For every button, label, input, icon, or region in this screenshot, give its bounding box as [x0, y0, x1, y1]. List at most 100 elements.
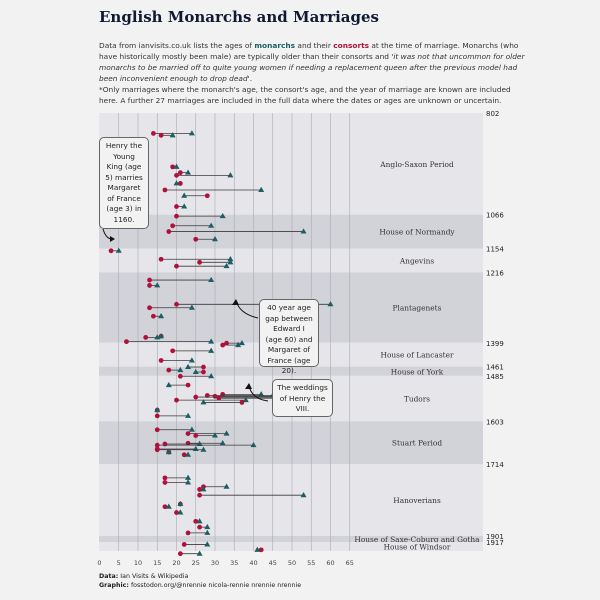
consort-point-30 [166, 367, 172, 373]
monarch-point-33 [165, 381, 172, 388]
monarch-point-59 [165, 503, 172, 509]
consort-point-15 [197, 259, 203, 265]
consort-point-50 [154, 447, 160, 453]
consort-point-48 [154, 442, 160, 448]
description-end: . [249, 74, 253, 83]
consort-point-62 [197, 524, 203, 530]
period-start-label-9: 1901 [486, 533, 504, 541]
consort-point-8 [174, 204, 179, 209]
consort-point-1 [158, 132, 164, 138]
consort-point-28 [158, 358, 164, 363]
period-label-4: House of Lancaster [381, 351, 454, 360]
monarch-point-64 [204, 541, 211, 547]
consort-point-17 [147, 277, 152, 283]
annotation-arrows [102, 228, 269, 402]
period-label-7: Stuart Period [392, 439, 442, 448]
consort-point-59 [162, 504, 168, 510]
period-label-10: House of Windsor [384, 543, 451, 552]
x-tick-0: 0 [97, 559, 101, 567]
period-label-1: House of Normandy [379, 228, 455, 237]
x-tick-45: 45 [269, 559, 277, 567]
consort-point-33 [185, 382, 191, 388]
monarch-point-14 [227, 256, 234, 262]
monarch-point-31 [192, 368, 199, 375]
monarch-point-16 [223, 262, 230, 269]
monarch-point-11 [300, 228, 307, 234]
marriage-marks [108, 130, 334, 557]
period-start-label-3: 1216 [486, 269, 504, 277]
annotation-age-gap: 40 year age gap between Edward I (age 60… [259, 299, 319, 375]
monarch-point-43 [188, 426, 195, 432]
monarch-point-29 [185, 363, 192, 370]
period-label-8: Hanoverians [393, 496, 441, 505]
consort-point-11 [166, 229, 172, 234]
consort-point-47 [162, 441, 168, 447]
monarch-point-46 [219, 440, 226, 446]
monarch-point-19 [327, 301, 334, 307]
chart-description: Data from ianvisits.co.uk lists the ages… [99, 40, 529, 84]
period-band-0 [99, 113, 483, 215]
consort-point-26 [220, 342, 226, 348]
consort-point-39 [174, 397, 179, 403]
footer-graphic-line: Graphic: fosstodon.org/@nrennie nicola-r… [99, 581, 301, 590]
period-start-label-8: 1714 [486, 461, 504, 469]
monarch-point-50 [200, 446, 207, 452]
monarch-point-56 [200, 486, 207, 492]
x-tick-65: 65 [346, 559, 354, 567]
monarch-point-13 [115, 247, 122, 253]
consort-point-66 [177, 551, 183, 557]
monarch-point-57 [300, 491, 307, 498]
chart-title: English Monarchs and Marriages [99, 8, 379, 26]
monarch-point-52 [185, 451, 192, 457]
footer-data-label: Data: [99, 573, 119, 580]
monarch-point-27 [208, 347, 215, 353]
consort-point-61 [193, 518, 199, 524]
consort-point-56 [197, 487, 203, 492]
period-start-label-5: 1461 [486, 364, 504, 372]
consort-point-40 [239, 400, 245, 405]
footer-data-text: Ian Visits & Wikipedia [120, 573, 189, 580]
period-start-label-10: 1917 [486, 539, 504, 547]
period-label-6: Tudors [404, 395, 430, 404]
footer-graphic-text: fosstodon.org/@nrennie nicola-rennie nre… [130, 582, 302, 589]
consort-point-13 [108, 248, 114, 254]
monarch-point-7 [181, 192, 188, 198]
x-tick-15: 15 [153, 559, 161, 567]
footer: Data: Ian Visits & Wikipedia Graphic: fo… [99, 572, 301, 590]
monarch-point-41 [154, 406, 161, 413]
period-band-10 [99, 542, 483, 551]
consort-point-12 [193, 236, 199, 242]
consort-point-44 [185, 431, 191, 437]
consort-point-19 [174, 301, 179, 307]
monarch-point-39 [242, 396, 249, 403]
monarch-point-24 [208, 338, 215, 344]
consort-point-21 [151, 313, 156, 319]
footer-data-line: Data: Ian Visits & Wikipedia [99, 572, 301, 581]
monarch-point-65 [254, 546, 261, 552]
monarch-point-12 [212, 236, 218, 242]
period-start-label-4: 1399 [486, 340, 504, 348]
monarch-point-6 [258, 186, 265, 192]
monarch-point-18 [154, 282, 161, 288]
monarch-point-10 [208, 222, 215, 228]
monarch-point-4 [227, 172, 234, 178]
monarch-point-32 [208, 373, 215, 379]
x-tick-60: 60 [326, 559, 334, 567]
description-quote: 'it was not that uncommon for older mona… [99, 52, 525, 83]
monarch-point-51 [165, 448, 172, 455]
x-tick-10: 10 [134, 559, 142, 567]
consort-point-36 [212, 393, 218, 399]
footer-graphic-label: Graphic: [99, 582, 129, 589]
monarchs-legend-word: monarchs [254, 41, 296, 50]
monarch-point-26 [235, 341, 242, 348]
consort-point-54 [162, 480, 168, 485]
consort-point-2 [170, 164, 176, 170]
monarch-point-44 [223, 430, 230, 436]
consort-point-53 [162, 475, 168, 481]
monarch-point-40 [200, 399, 207, 405]
period-start-label-2: 1154 [486, 245, 504, 253]
monarch-point-63 [204, 529, 211, 535]
period-label-2: Angevins [399, 256, 435, 265]
x-tick-20: 20 [172, 559, 180, 567]
x-tick-50: 50 [288, 559, 296, 567]
